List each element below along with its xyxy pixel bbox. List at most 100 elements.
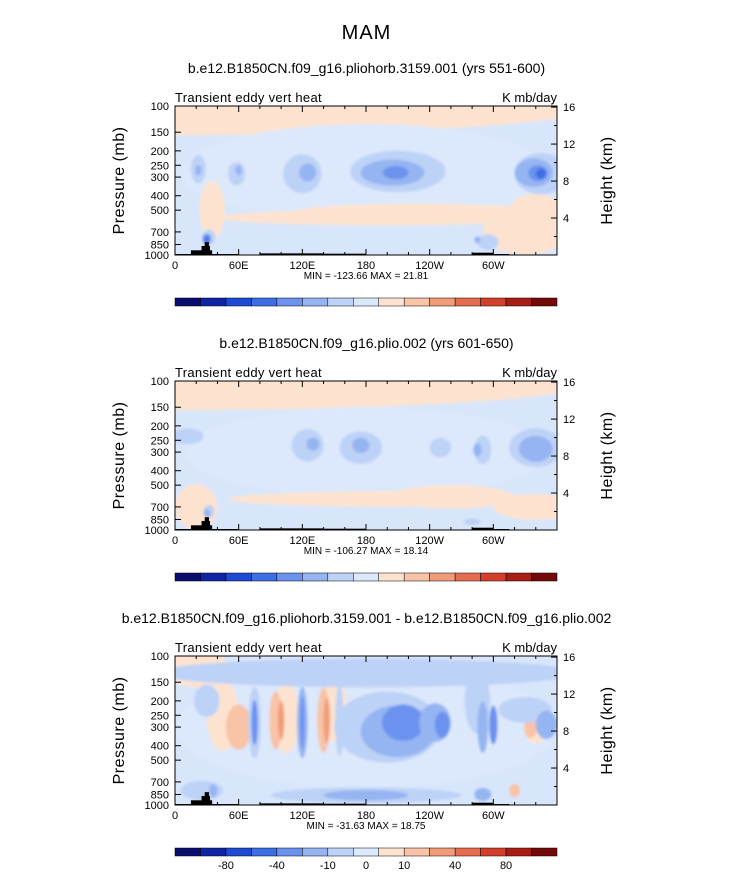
y-tick-label: 500 xyxy=(151,480,169,492)
contour-blob xyxy=(524,718,537,738)
topography-block xyxy=(472,527,494,530)
x-tick-label: 120W xyxy=(415,535,444,547)
units-label: K mb/day xyxy=(502,640,557,655)
contour-blob xyxy=(518,435,553,462)
x-tick-label: 0 xyxy=(172,260,178,272)
contour-blob xyxy=(299,163,317,182)
topography-block xyxy=(259,803,324,805)
colorbar-swatch xyxy=(174,297,201,307)
contour-blob xyxy=(382,166,409,180)
contour-field xyxy=(175,656,557,805)
y-tick-label: 1000 xyxy=(145,800,169,812)
contour-blob xyxy=(323,790,409,801)
y-tick-label: 300 xyxy=(151,722,169,734)
y-right-tick-label: 4 xyxy=(563,213,569,225)
contour-blob xyxy=(387,485,515,509)
contour-layers xyxy=(175,656,557,804)
contour-layers xyxy=(175,106,557,255)
colorbar-swatch xyxy=(276,572,303,582)
colorbar-swatch xyxy=(174,572,201,582)
y-tick-label: 700 xyxy=(151,227,169,239)
topography-block xyxy=(472,802,494,805)
y-tick-label: 300 xyxy=(151,172,169,184)
colorbar-swatch xyxy=(327,297,354,307)
contour-blob xyxy=(175,428,204,445)
y-right-tick-label: 4 xyxy=(563,763,569,775)
x-tick-label: 120E xyxy=(289,260,315,272)
y-tick-label: 400 xyxy=(151,466,169,478)
colorbar-swatch xyxy=(276,297,303,307)
colorbar-swatch xyxy=(200,847,227,857)
y-right-tick-label: 16 xyxy=(563,102,575,114)
x-tick-label: 180 xyxy=(357,260,375,272)
x-tick-label: 120E xyxy=(289,535,315,547)
colorbar-swatch xyxy=(505,847,532,857)
contour-blob xyxy=(300,696,305,749)
x-tick-label: 180 xyxy=(357,810,375,822)
x-tick-label: 120W xyxy=(415,260,444,272)
y-axis-title: Pressure (mb) xyxy=(111,127,128,235)
y-tick-label: 850 xyxy=(151,514,169,526)
contour-layers xyxy=(175,381,557,530)
colorbar-swatch xyxy=(327,847,354,857)
y-right-tick-label: 12 xyxy=(563,414,575,426)
topography-block xyxy=(259,528,324,530)
colorbar-swatch xyxy=(378,847,405,857)
panel-2-title: b.e12.B1850CN.f09_g16.plio.002 (yrs 601-… xyxy=(219,335,514,351)
y-tick-label: 700 xyxy=(151,777,169,789)
y-tick-label: 250 xyxy=(151,435,169,447)
x-tick-label: 120W xyxy=(415,810,444,822)
y-right-axis-title: Height (km) xyxy=(599,686,616,774)
contour-blob xyxy=(429,437,451,458)
contour-blob xyxy=(381,704,425,741)
colorbar-swatch xyxy=(505,572,532,582)
y-tick-label: 1000 xyxy=(145,525,169,537)
colorbar-swatch xyxy=(251,572,278,582)
contour-blob xyxy=(194,684,220,718)
y-tick-label: 200 xyxy=(151,421,169,433)
contour-blob xyxy=(323,697,330,743)
colorbar-swatch xyxy=(251,297,278,307)
colorbar-swatch xyxy=(480,847,507,857)
y-right-tick-label: 4 xyxy=(563,488,569,500)
colorbar-swatch xyxy=(225,572,252,582)
contour-blob xyxy=(535,710,557,740)
colorbar-label: 0 xyxy=(363,860,369,872)
y-right-tick-label: 8 xyxy=(563,451,569,463)
y-tick-label: 150 xyxy=(151,677,169,689)
panel-3: b.e12.B1850CN.f09_g16.pliohorb.3159.001 … xyxy=(0,608,733,878)
panel-1-chart: Transient eddy vert heat K mb/day 100 150 20… xyxy=(111,90,616,307)
y-tick-label: 200 xyxy=(151,696,169,708)
left-label: Transient eddy vert heat xyxy=(175,640,322,655)
colorbar-label: 10 xyxy=(398,860,410,872)
colorbar-swatch xyxy=(531,572,558,582)
x-tick-label: 60W xyxy=(482,810,505,822)
contour-blob xyxy=(489,705,498,745)
colorbar-swatch xyxy=(429,847,456,857)
colorbar-swatch xyxy=(454,572,481,582)
y-right-tick-label: 8 xyxy=(563,176,569,188)
panel-2-chart: Transient eddy vert heat K mb/day 100 150 20… xyxy=(111,365,616,582)
panel-3-chart: Transient eddy vert heat K mb/day 10 0 150 20… xyxy=(111,640,616,872)
y-right-tick-label: 12 xyxy=(563,689,575,701)
contour-blob xyxy=(203,509,211,517)
x-tick-label: 60W xyxy=(482,535,505,547)
contour-blob xyxy=(482,209,557,255)
y-right-axis-title: Height (km) xyxy=(599,136,616,224)
figure-title: MAM xyxy=(341,22,392,44)
contour-blob xyxy=(195,165,202,176)
colorbar-swatch xyxy=(174,847,201,857)
panel-1: b.e12.B1850CN.f09_g16.pliohorb.3159.001 … xyxy=(0,58,733,308)
units-label: K mb/day xyxy=(502,90,557,105)
y-tick-label: 850 xyxy=(151,239,169,251)
contour-blob xyxy=(306,437,320,451)
stats-label: MIN = -31.63 MAX = 18.75 xyxy=(307,821,426,832)
contour-blob xyxy=(493,493,557,520)
x-tick-label: 60E xyxy=(229,535,249,547)
panel-2: b.e12.B1850CN.f09_g16.plio.002 (yrs 601-… xyxy=(0,333,733,583)
contour-blob xyxy=(473,443,482,457)
colorbar-swatch xyxy=(353,297,379,307)
colorbar-swatch xyxy=(429,297,456,307)
panel-1-title: b.e12.B1850CN.f09_g16.pliohorb.3159.001 … xyxy=(187,60,546,76)
left-label: Transient eddy vert heat xyxy=(175,365,322,380)
